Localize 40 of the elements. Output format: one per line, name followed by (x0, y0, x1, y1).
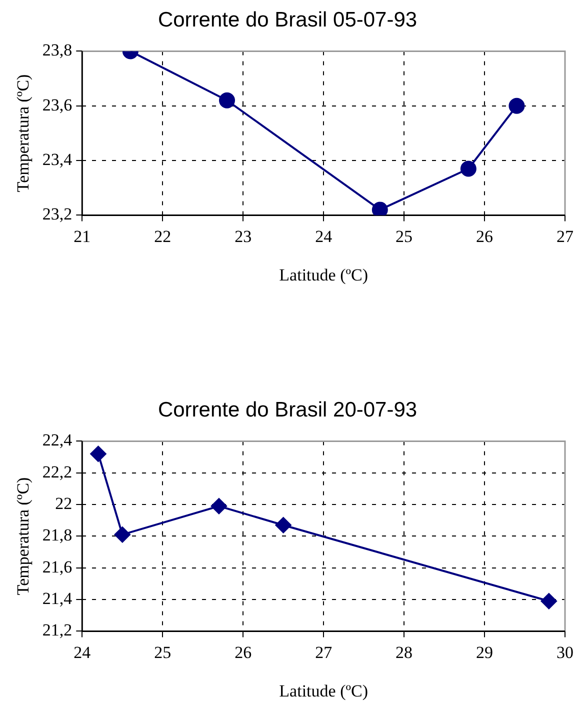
x-tick-label: 28 (396, 642, 413, 662)
y-tick-label: 22,2 (42, 462, 72, 482)
point (275, 517, 292, 534)
point (372, 202, 388, 216)
y-tick-label: 21,4 (42, 589, 73, 608)
chart-title: Corrente do Brasil 20-07-93 (158, 398, 418, 422)
point (508, 98, 525, 114)
x-tick-label: 27 (556, 226, 574, 246)
x-tick-label: 25 (396, 226, 413, 246)
point (114, 526, 130, 543)
x-tick-label: 24 (74, 642, 92, 662)
x-tick-label: 26 (476, 226, 494, 246)
x-tick-label: 25 (154, 642, 172, 662)
y-axis-title: Temperatura (ºC) (14, 477, 33, 596)
x-tick-label: 29 (476, 642, 494, 662)
x-tick-label: 26 (234, 642, 252, 662)
point (210, 498, 227, 514)
y-tick-label: 23,6 (42, 95, 72, 114)
y-tick-label: 22,4 (42, 430, 73, 450)
y-tick-label: 21,2 (42, 620, 72, 640)
x-tick-label: 22 (154, 226, 172, 246)
point (219, 92, 236, 108)
y-tick-label: 22 (55, 494, 72, 513)
x-axis-title: Latitude (ºC) (279, 681, 368, 700)
x-axis-title: Latitude (ºC) (279, 265, 368, 284)
point (90, 446, 106, 462)
x-tick-label: 21 (74, 226, 91, 246)
x-tick-label: 23 (234, 226, 252, 246)
point (540, 593, 557, 610)
x-tick-label: 30 (556, 642, 574, 662)
chart-title: Corrente do Brasil 05-07-93 (158, 8, 418, 32)
y-tick-label: 21,6 (42, 557, 72, 576)
y-tick-label: 23,4 (42, 150, 73, 169)
y-tick-label: 23,2 (42, 204, 72, 224)
point (460, 160, 476, 177)
y-tick-label: 21,8 (42, 526, 72, 545)
y-axis-title: Temperatura (ºC) (14, 74, 33, 192)
y-tick-label: 23,8 (42, 40, 72, 60)
x-tick-label: 24 (315, 226, 333, 246)
x-tick-label: 27 (315, 642, 333, 662)
